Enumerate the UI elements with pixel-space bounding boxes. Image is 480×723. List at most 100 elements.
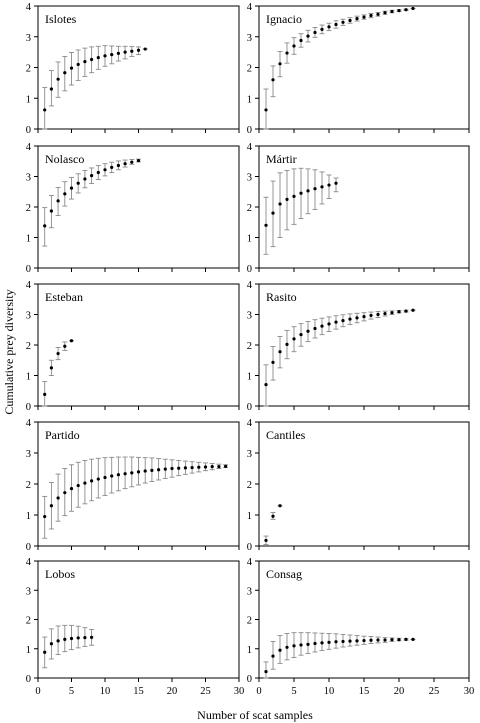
data-point xyxy=(177,466,181,470)
data-point xyxy=(83,481,87,485)
data-point xyxy=(285,342,289,346)
data-point xyxy=(49,504,54,508)
data-point xyxy=(49,366,54,370)
data-point xyxy=(320,324,324,328)
data-point xyxy=(170,466,174,471)
panel-title: Ignacio xyxy=(266,12,302,26)
data-point xyxy=(69,339,74,343)
data-point xyxy=(369,13,373,18)
y-tick-label: 1 xyxy=(26,94,31,105)
data-point xyxy=(43,514,47,519)
panel-title: Rasito xyxy=(266,290,297,304)
data-point xyxy=(69,487,74,491)
data-point xyxy=(163,467,167,471)
data-point xyxy=(271,654,275,658)
data-point xyxy=(278,504,282,508)
data-point xyxy=(49,642,54,646)
y-tick-label: 1 xyxy=(247,372,252,383)
data-point xyxy=(157,468,161,472)
data-point xyxy=(390,311,394,315)
panel-title: Cantiles xyxy=(266,428,306,442)
data-point xyxy=(76,483,80,488)
x-tick-label: 0 xyxy=(256,686,261,697)
data-point xyxy=(116,51,120,55)
data-point xyxy=(292,44,296,48)
data-point xyxy=(43,108,47,112)
data-point xyxy=(63,491,67,495)
data-point xyxy=(96,170,100,175)
y-tick-label: 0 xyxy=(247,125,252,136)
y-tick-label: 1 xyxy=(26,511,31,522)
data-point xyxy=(285,197,289,201)
data-point xyxy=(264,223,268,227)
data-point xyxy=(390,638,394,642)
y-axis-label: Cumulative prey diversity xyxy=(2,289,16,414)
panel-4: 0 1 2 3 4 Esteban xyxy=(26,280,240,413)
y-tick-label: 0 xyxy=(247,542,252,553)
y-tick-label: 4 xyxy=(247,142,253,153)
data-point xyxy=(90,173,94,178)
y-tick-label: 4 xyxy=(26,280,32,291)
y-tick-label: 3 xyxy=(247,586,252,597)
panel-7: 0 1 2 3 4 Cantiles xyxy=(247,418,470,553)
data-point xyxy=(278,350,282,354)
x-tick-label: 10 xyxy=(100,686,111,697)
data-point xyxy=(271,78,275,82)
y-tick-label: 4 xyxy=(26,2,32,13)
panel-title: Consag xyxy=(266,567,302,581)
data-point xyxy=(348,317,352,321)
data-point xyxy=(376,312,380,317)
y-tick-label: 4 xyxy=(26,557,32,568)
data-point xyxy=(96,477,100,481)
x-tick-label: 25 xyxy=(200,686,211,697)
data-point xyxy=(278,202,282,206)
data-point xyxy=(83,636,87,640)
data-point xyxy=(355,639,359,643)
y-tick-label: 2 xyxy=(26,480,31,491)
data-point xyxy=(264,383,268,387)
y-tick-label: 4 xyxy=(247,280,253,291)
data-point xyxy=(56,639,60,643)
data-point xyxy=(362,315,366,319)
y-tick-label: 1 xyxy=(26,645,31,656)
data-point xyxy=(130,49,134,53)
y-tick-label: 0 xyxy=(26,125,31,136)
y-tick-label: 3 xyxy=(26,33,31,44)
x-tick-label: 5 xyxy=(291,686,296,697)
y-tick-label: 0 xyxy=(247,402,252,413)
data-point xyxy=(56,199,60,203)
data-point xyxy=(306,329,310,333)
data-point xyxy=(116,473,120,477)
panel-9: 0 1 2 3 4 0 5 10 15 20 25 30 Consag xyxy=(247,557,475,697)
y-tick-label: 0 xyxy=(247,674,252,685)
data-point xyxy=(69,636,74,641)
x-tick-label: 20 xyxy=(394,686,405,697)
data-point xyxy=(110,165,114,169)
data-point xyxy=(306,642,310,646)
data-point xyxy=(110,474,114,478)
y-tick-label: 4 xyxy=(247,2,253,13)
data-point xyxy=(103,475,107,480)
y-tick-label: 4 xyxy=(26,142,32,153)
data-point xyxy=(369,638,373,642)
y-tick-label: 2 xyxy=(247,341,252,352)
y-tick-label: 1 xyxy=(247,645,252,656)
y-tick-label: 0 xyxy=(247,264,252,275)
x-tick-label: 30 xyxy=(464,686,475,697)
panel-title: Esteban xyxy=(45,290,83,304)
data-point xyxy=(96,56,100,60)
data-point xyxy=(376,638,380,642)
y-tick-label: 2 xyxy=(247,64,252,75)
data-point xyxy=(63,192,67,196)
data-point xyxy=(190,465,194,470)
y-tick-label: 2 xyxy=(26,616,31,627)
data-point xyxy=(264,108,268,112)
panel-3: 0 1 2 3 4 Mártir xyxy=(247,142,470,275)
y-tick-label: 3 xyxy=(26,586,31,597)
data-point xyxy=(292,337,296,341)
data-point xyxy=(369,313,373,318)
data-point xyxy=(90,57,94,62)
data-point xyxy=(341,639,345,644)
data-point xyxy=(69,186,74,190)
